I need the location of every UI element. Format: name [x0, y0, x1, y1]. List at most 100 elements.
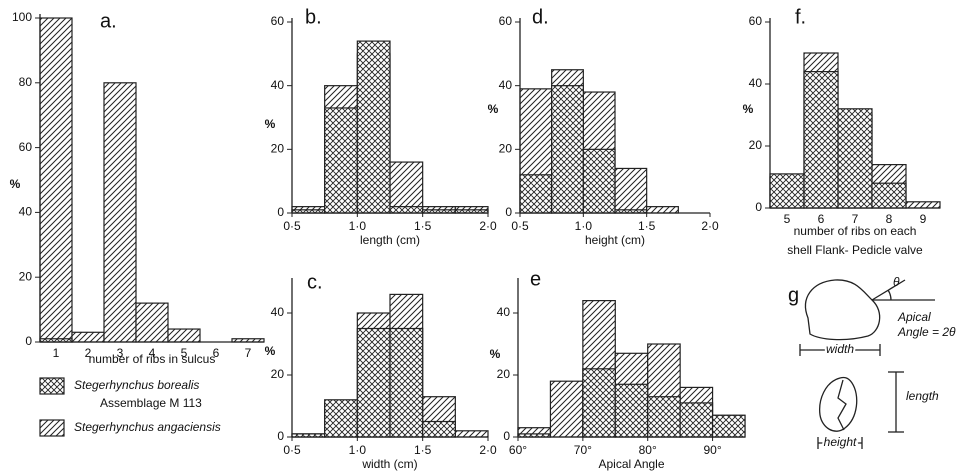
x-tick-label: 2·0 [479, 443, 497, 457]
legend-sublabel: Assemblage M 113 [100, 396, 202, 410]
bar [324, 107, 358, 214]
bar [769, 173, 805, 209]
y-tick-label: 0 [505, 205, 512, 219]
y-tick-label: 40 [19, 205, 33, 219]
bar [647, 396, 681, 438]
apical-label: Apical [897, 310, 931, 324]
bar [454, 430, 489, 438]
x-tick-label: 1 [53, 346, 60, 360]
y-axis-label: % [488, 102, 499, 116]
x-tick-label: 90° [703, 443, 721, 457]
panel-label: g [788, 284, 799, 306]
y-tick-label: 40 [271, 78, 285, 92]
bar [614, 167, 648, 214]
x-tick-label: 1·0 [349, 443, 367, 457]
x-tick-label: 1·0 [575, 219, 593, 233]
angle-arc [887, 289, 892, 301]
x-tick-label: 4 [149, 346, 156, 360]
bar [356, 327, 391, 438]
bar [135, 302, 169, 343]
x-tick-label: 0·5 [283, 219, 301, 233]
x-tick-label: 5 [181, 346, 188, 360]
bar [905, 201, 941, 209]
legend-swatch [39, 377, 65, 395]
bar [582, 368, 616, 438]
x-tick-label: 3 [117, 346, 124, 360]
y-axis-label: % [265, 344, 276, 358]
bar [167, 328, 201, 343]
x-tick-label: 1·5 [414, 219, 432, 233]
panel-label: a. [100, 10, 117, 32]
x-tick-label: 0·5 [511, 219, 529, 233]
y-tick-label: 0 [277, 205, 284, 219]
panel-label: b. [305, 6, 322, 28]
bar [71, 331, 105, 343]
diagram-g [799, 279, 935, 449]
x-tick-label: 6 [818, 212, 825, 226]
y-tick-label: 40 [497, 305, 511, 319]
y-axis-label: % [743, 102, 754, 116]
x-axis-label: length (cm) [360, 233, 420, 247]
x-tick-label: 0·5 [283, 443, 301, 457]
x-tick-label: 1·5 [414, 443, 432, 457]
bar [679, 402, 714, 438]
x-axis-label: width (cm) [361, 457, 417, 471]
y-tick-label: 20 [19, 269, 33, 283]
length-label: length [906, 389, 939, 403]
bar [646, 206, 679, 214]
theta-label: θ [893, 275, 900, 289]
x-tick-label: 2·0 [701, 219, 719, 233]
x-axis-label: shell Flank- Pedicle valve [787, 243, 923, 257]
y-tick-label: 0 [503, 429, 510, 443]
x-axis-label: height (cm) [585, 233, 645, 247]
x-axis-label: number of ribs in sulcus [89, 352, 216, 366]
panel-label: d. [532, 6, 549, 28]
shell-outline [804, 279, 881, 341]
x-axis-label: number of ribs on each [794, 224, 917, 238]
y-tick-label: 60 [19, 140, 33, 154]
width-label: width [826, 342, 854, 356]
x-tick-label: 2·0 [479, 219, 497, 233]
bar [549, 380, 584, 438]
y-tick-label: 60 [749, 14, 763, 28]
legend-label: Stegerhynchus borealis [74, 378, 199, 392]
x-tick-label: 9 [920, 212, 927, 226]
bar [356, 40, 391, 214]
x-tick-label: 80° [639, 443, 657, 457]
bar [871, 182, 907, 209]
y-tick-label: 60 [271, 14, 285, 28]
height-label: height [824, 435, 857, 449]
y-tick-label: 80 [19, 75, 33, 89]
y-tick-label: 20 [497, 367, 511, 381]
x-tick-label: 2 [85, 346, 92, 360]
x-tick-label: 1·0 [349, 219, 367, 233]
panel-label: f. [795, 6, 806, 28]
y-axis-label: % [490, 347, 501, 361]
x-tick-label: 1·5 [638, 219, 656, 233]
bar [837, 108, 873, 209]
y-tick-label: 0 [25, 334, 32, 348]
shell-side [819, 376, 858, 432]
apical-angle-label: Angle = 2θ [897, 325, 956, 339]
y-tick-label: 20 [271, 367, 285, 381]
bar [422, 420, 456, 438]
bar [614, 383, 649, 438]
x-tick-label: 5 [784, 212, 791, 226]
y-tick-label: 20 [499, 142, 513, 156]
x-tick-label: 6 [213, 346, 220, 360]
y-tick-label: 20 [749, 138, 763, 152]
bar [324, 399, 358, 438]
x-tick-label: 7 [245, 346, 252, 360]
bar [103, 82, 137, 343]
x-tick-label: 8 [886, 212, 893, 226]
bar [803, 70, 839, 209]
bar [389, 206, 424, 214]
y-axis-label: % [265, 117, 276, 131]
panel-label: c. [307, 271, 323, 293]
y-tick-label: 40 [499, 78, 513, 92]
legend-label: Stegerhynchus angaciensis [74, 420, 221, 434]
y-tick-label: 20 [271, 142, 285, 156]
x-axis-label: Apical Angle [598, 457, 664, 471]
y-tick-label: 100 [12, 10, 32, 24]
